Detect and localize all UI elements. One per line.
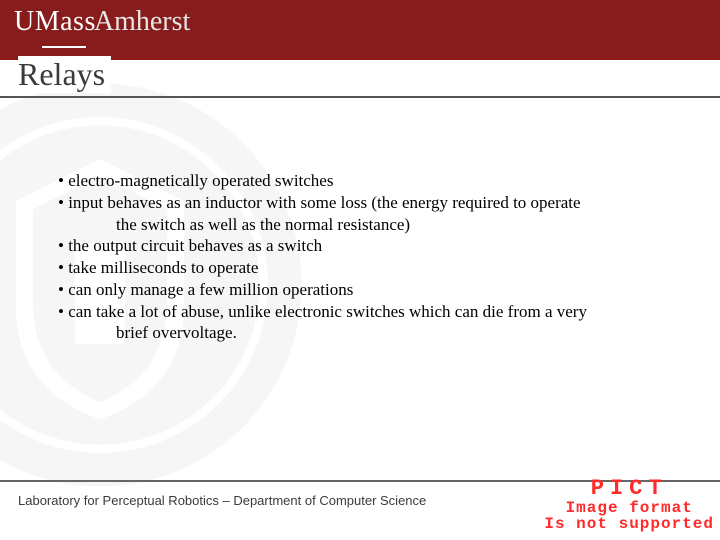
pict-line-1: PICT: [544, 478, 714, 500]
bullet-continuation: brief overvoltage.: [58, 322, 678, 344]
pict-line-3: Is not supported: [544, 516, 714, 532]
bullet-line: • input behaves as an inductor with some…: [58, 192, 678, 214]
pict-line-2: Image format: [544, 500, 714, 516]
pict-unsupported-banner: PICT Image format Is not supported: [544, 478, 714, 532]
footer-text: Laboratory for Perceptual Robotics – Dep…: [18, 493, 426, 508]
bullet-line: • take milliseconds to operate: [58, 257, 678, 279]
bullet-continuation: the switch as well as the normal resista…: [58, 214, 678, 236]
bullet-list: • electro-magnetically operated switches…: [58, 170, 678, 344]
logo-underline: [42, 46, 86, 48]
bullet-line: • can take a lot of abuse, unlike electr…: [58, 301, 678, 323]
bullet-line: • can only manage a few million operatio…: [58, 279, 678, 301]
slide: UMassAmherst Relays • electro-magnetical…: [0, 0, 720, 540]
page-title: Relays: [18, 56, 111, 93]
bullet-line: • electro-magnetically operated switches: [58, 170, 678, 192]
umass-logo: UMassAmherst: [14, 6, 190, 38]
title-rule: [0, 96, 720, 98]
logo-umass-text: UMass: [14, 6, 96, 37]
bullet-line: • the output circuit behaves as a switch: [58, 235, 678, 257]
logo-amherst-text: Amherst: [94, 6, 190, 37]
